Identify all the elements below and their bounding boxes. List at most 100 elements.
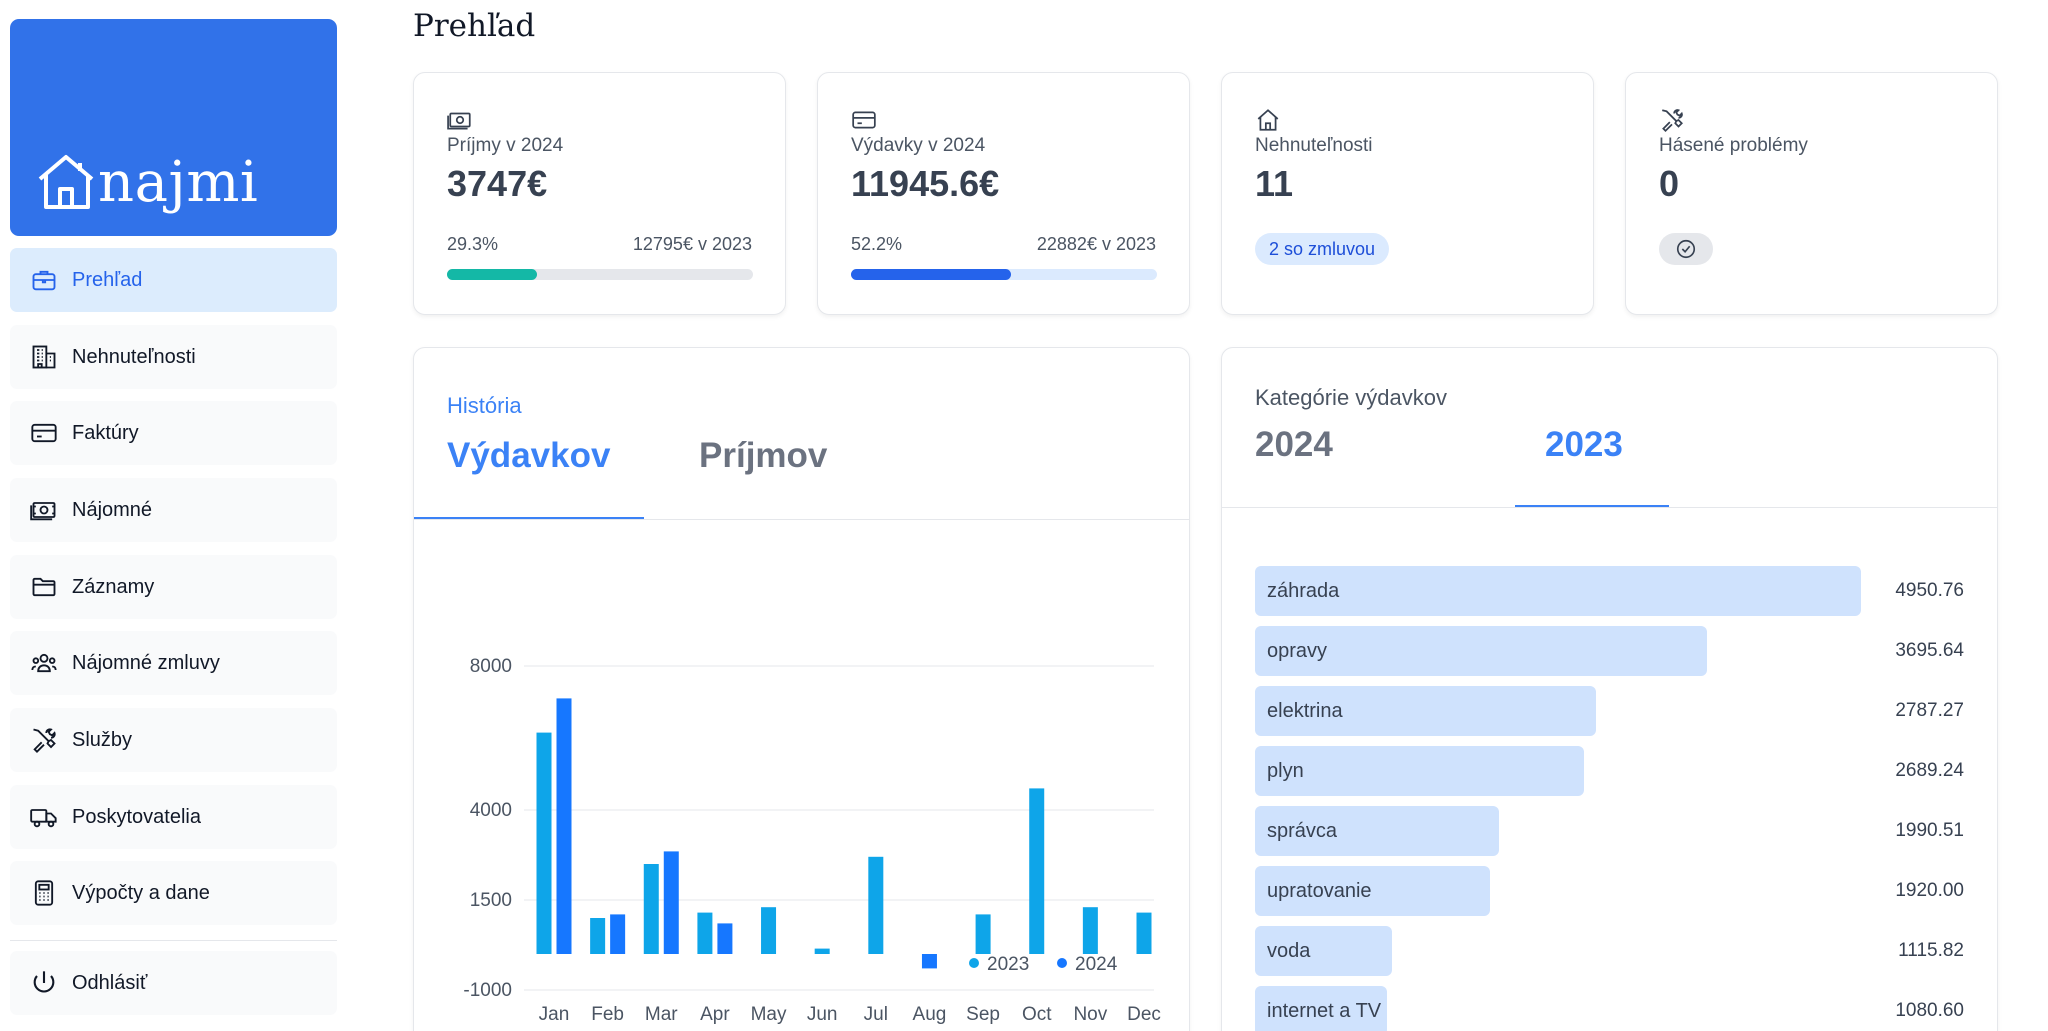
bar-2023-jun bbox=[814, 948, 830, 954]
tab-expenses[interactable]: Výdavkov bbox=[447, 436, 611, 475]
sidebar-item-label: Výpočty a dane bbox=[72, 881, 210, 904]
sidebar-item-label: Faktúry bbox=[72, 421, 139, 444]
sidebar-item-vypocty-a-dane[interactable]: Výpočty a dane bbox=[10, 861, 337, 925]
expenses-label: Výdavky v 2024 bbox=[851, 135, 986, 156]
legend-label: 2024 bbox=[1075, 954, 1118, 975]
properties-label: Nehnuteľnosti bbox=[1255, 135, 1373, 156]
history-subtitle: História bbox=[447, 393, 522, 418]
bar-2023-jan bbox=[536, 732, 552, 954]
issues-status-badge[interactable] bbox=[1659, 233, 1713, 265]
building-icon bbox=[29, 342, 59, 372]
tab-income[interactable]: Príjmov bbox=[699, 436, 828, 475]
bar-2023-may bbox=[761, 907, 777, 954]
category-row[interactable]: opravy 3695.64 bbox=[1255, 626, 1964, 676]
category-name: správca bbox=[1267, 820, 1338, 842]
category-row[interactable]: upratovanie 1920.00 bbox=[1255, 866, 1964, 916]
bar-2024-mar bbox=[663, 851, 679, 954]
credit-card-icon bbox=[29, 418, 59, 448]
category-bar bbox=[1255, 986, 1388, 1031]
category-value: 4950.76 bbox=[1895, 580, 1964, 601]
issues-label: Hásené problémy bbox=[1659, 135, 1808, 156]
sidebar-item-label: Poskytovatelia bbox=[72, 805, 201, 828]
category-bar bbox=[1255, 926, 1392, 976]
sidebar-divider bbox=[10, 940, 337, 941]
income-label: Príjmy v 2024 bbox=[447, 135, 564, 156]
x-tick-label: Jul bbox=[864, 1004, 888, 1025]
bar-2023-apr bbox=[697, 912, 713, 954]
category-row[interactable]: záhrada 4950.76 bbox=[1255, 566, 1964, 616]
income-previous-year: 12795€ v 2023 bbox=[632, 234, 752, 254]
category-row[interactable]: elektrina 2787.27 bbox=[1255, 686, 1964, 736]
category-row[interactable]: plyn 2689.24 bbox=[1255, 746, 1964, 796]
history-bar-chart: 8000 4000 1500 -1000 Jan Feb Mar Apr May Jun Jul Au… bbox=[463, 656, 1161, 1025]
sidebar-item-faktury[interactable]: Faktúry bbox=[10, 401, 337, 465]
users-icon bbox=[29, 648, 59, 678]
category-row[interactable]: internet a TV 1080.60 bbox=[1255, 986, 1964, 1031]
x-tick-label: Mar bbox=[645, 1004, 678, 1025]
bar-2023-feb bbox=[590, 918, 606, 954]
categories-divider bbox=[1222, 507, 1997, 508]
categories-panel: Kategórie výdavkov 2024 2023 záhrada 4950… bbox=[1221, 347, 1998, 1031]
category-bar bbox=[1255, 806, 1499, 856]
history-chart: 8000 4000 1500 -1000 Jan Feb Mar Apr May Jun Jul Au… bbox=[414, 520, 1189, 1031]
tab-year-2023[interactable]: 2023 bbox=[1545, 425, 1623, 464]
cash-icon bbox=[29, 495, 59, 525]
home-icon bbox=[1255, 107, 1281, 133]
income-progress-fill bbox=[447, 269, 537, 280]
category-value: 1990.51 bbox=[1895, 820, 1964, 841]
sidebar-item-prehlad[interactable]: Prehľad bbox=[10, 248, 337, 312]
x-tick-label: Oct bbox=[1022, 1004, 1052, 1025]
sidebar-item-sluzby[interactable]: Služby bbox=[10, 708, 337, 772]
expenses-card[interactable]: Výdavky v 2024 11945.6€ 52.2% 22882€ v 2… bbox=[817, 72, 1190, 315]
calculator-icon bbox=[29, 878, 59, 908]
sidebar-item-najomne-zmluvy[interactable]: Nájomné zmluvy bbox=[10, 631, 337, 695]
logo-box[interactable]: najmi bbox=[10, 19, 337, 236]
category-row[interactable]: správca 1990.51 bbox=[1255, 806, 1964, 856]
category-value: 1080.60 bbox=[1895, 1000, 1964, 1021]
contracts-badge[interactable]: 2 so zmluvou bbox=[1255, 233, 1390, 265]
category-bar bbox=[1255, 686, 1597, 736]
category-name: elektrina bbox=[1267, 700, 1343, 722]
sidebar-item-label: Nájomné bbox=[72, 498, 153, 521]
bar-2024-aug bbox=[921, 954, 937, 969]
tab-year-2024[interactable]: 2024 bbox=[1255, 425, 1333, 464]
category-bar bbox=[1255, 746, 1585, 796]
logout-button[interactable]: Odhlásiť bbox=[10, 951, 337, 1015]
properties-value: 11 bbox=[1255, 163, 1294, 204]
category-name: záhrada bbox=[1267, 580, 1340, 602]
bar-2023-jul bbox=[868, 856, 884, 954]
tools-icon bbox=[1659, 107, 1685, 133]
income-card[interactable]: Príjmy v 2024 3747€ 29.3% 12795€ v 2023 bbox=[413, 72, 786, 315]
category-bar bbox=[1255, 866, 1491, 916]
y-tick-label: 4000 bbox=[470, 800, 512, 821]
history-tab-underline bbox=[414, 517, 644, 520]
sidebar-item-nehnutelnosti[interactable]: Nehnuteľnosti bbox=[10, 325, 337, 389]
y-tick-label: 1500 bbox=[470, 890, 512, 911]
income-progress-bar bbox=[447, 269, 753, 280]
truck-icon bbox=[29, 802, 59, 832]
sidebar-item-najomne[interactable]: Nájomné bbox=[10, 478, 337, 542]
briefcase-icon bbox=[29, 265, 59, 295]
bar-2023-sep bbox=[975, 914, 991, 954]
category-value: 1115.82 bbox=[1898, 940, 1964, 961]
bar-2023-oct bbox=[1029, 788, 1045, 954]
bar-2024-jan bbox=[556, 698, 572, 954]
expenses-value: 11945.6€ bbox=[851, 163, 1000, 204]
category-value: 1920.00 bbox=[1895, 880, 1964, 901]
sidebar-item-label: Nehnuteľnosti bbox=[72, 345, 196, 368]
logout-label: Odhlásiť bbox=[72, 971, 148, 994]
logo: najmi bbox=[36, 151, 258, 211]
income-value: 3747€ bbox=[447, 163, 548, 204]
x-tick-label: Aug bbox=[913, 1004, 947, 1025]
properties-card[interactable]: Nehnuteľnosti 11 2 so zmluvou bbox=[1221, 72, 1594, 315]
category-bar bbox=[1255, 626, 1708, 676]
issues-card[interactable]: Hásené problémy 0 bbox=[1625, 72, 1998, 315]
category-name: voda bbox=[1267, 940, 1311, 962]
sidebar-item-zaznamy[interactable]: Záznamy bbox=[10, 555, 337, 619]
category-value: 2689.24 bbox=[1895, 760, 1964, 781]
category-bar bbox=[1255, 566, 1861, 616]
category-row[interactable]: voda 1115.82 bbox=[1255, 926, 1964, 976]
logo-text: najmi bbox=[98, 150, 259, 215]
page-title: Prehľad bbox=[413, 8, 536, 44]
sidebar-item-poskytovatelia[interactable]: Poskytovatelia bbox=[10, 785, 337, 849]
